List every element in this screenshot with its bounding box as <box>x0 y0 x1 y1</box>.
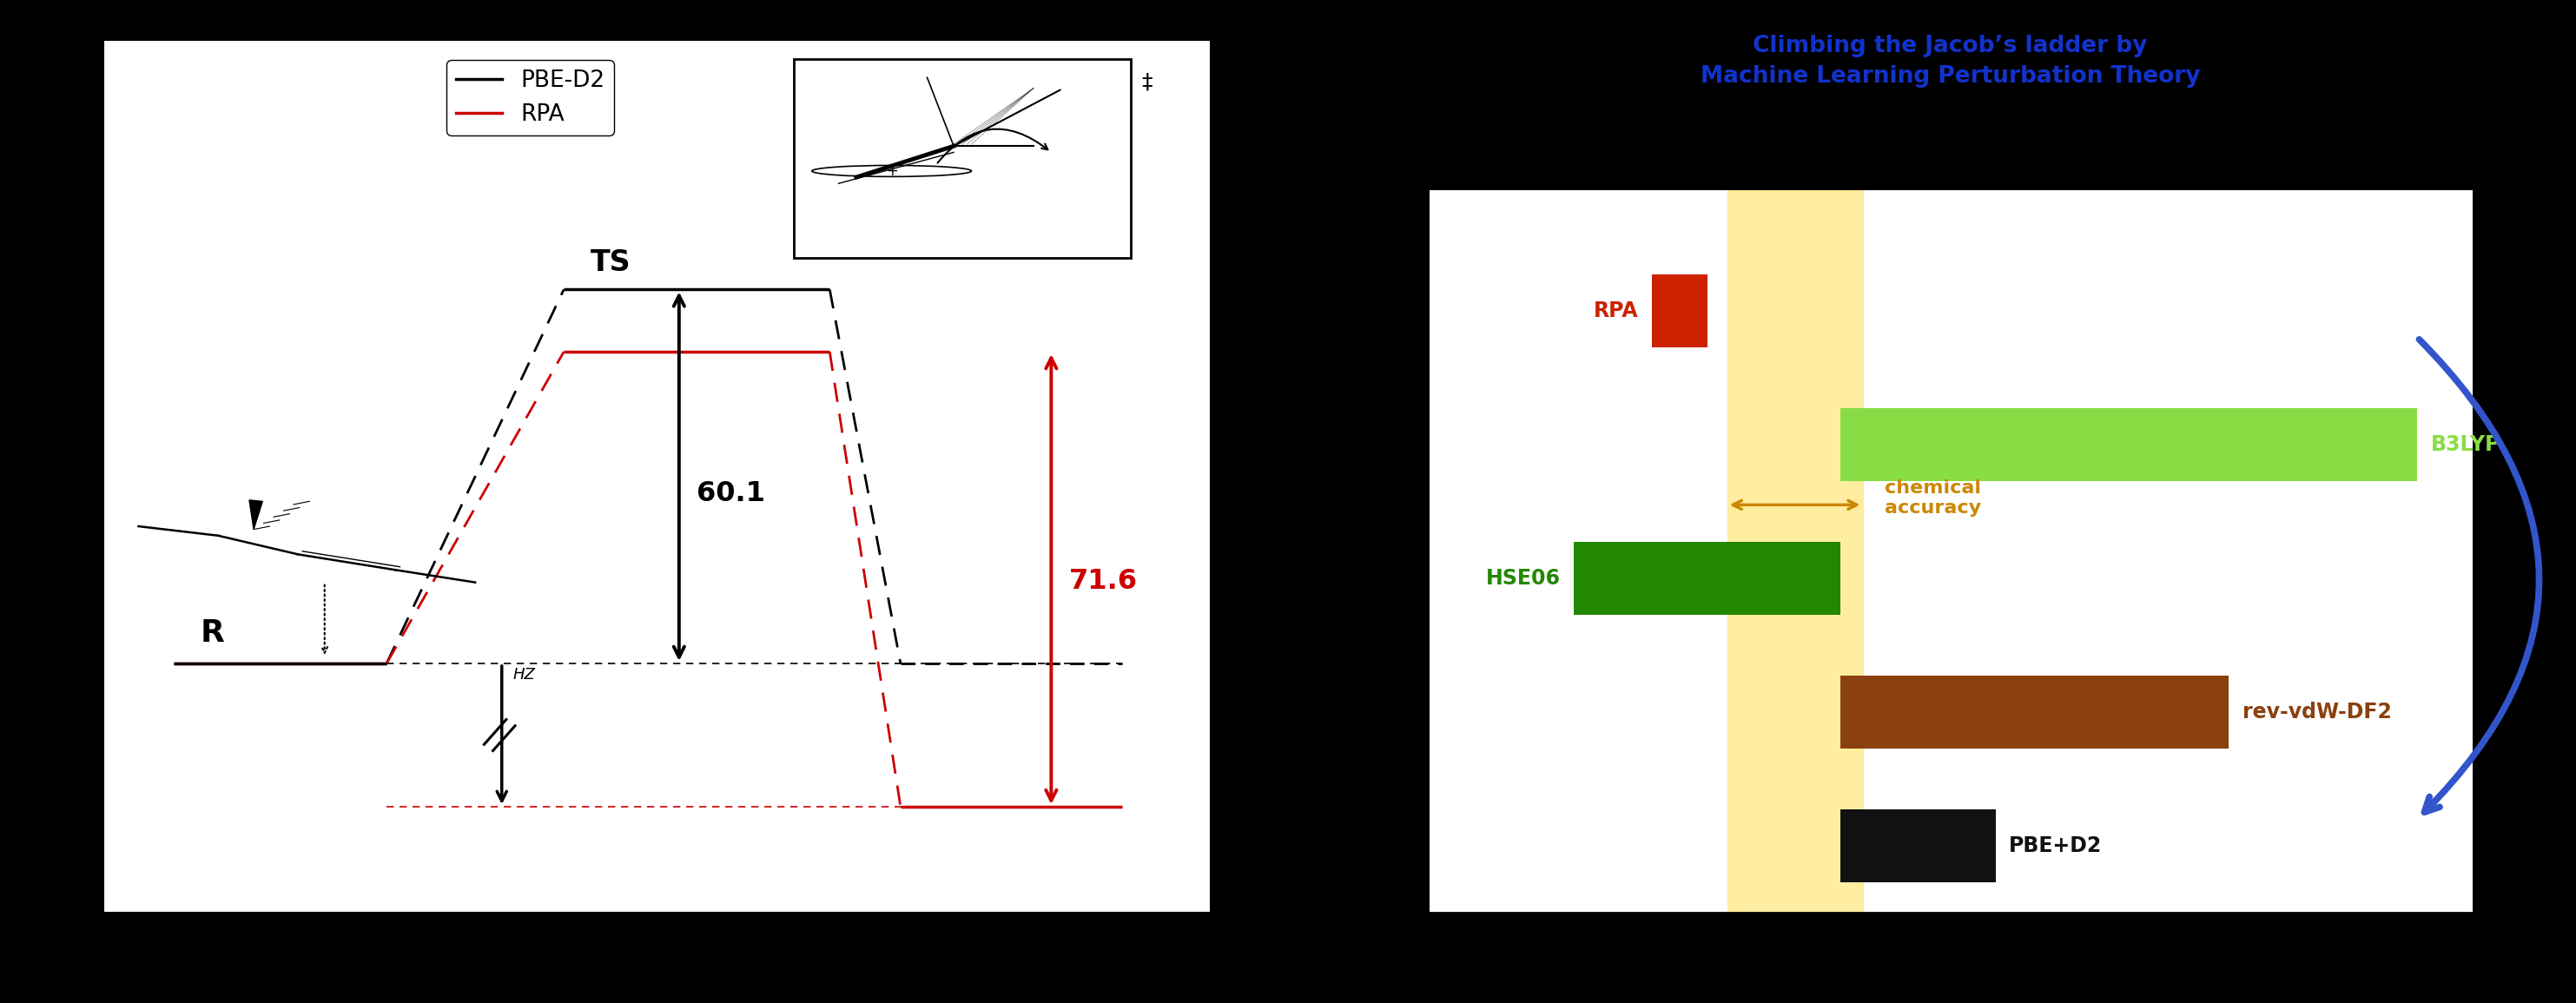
Text: RPA: RPA <box>1595 301 1638 321</box>
Text: +: + <box>886 163 896 179</box>
Text: chemical
accuracy: chemical accuracy <box>1886 479 1981 517</box>
Text: B3LYP: B3LYP <box>2432 434 2501 455</box>
X-axis label: $(\Delta A_{\mathrm{isom}} - \Delta A_{\mathrm{crack}})_{\mathrm{theo-exp}}$  $\: $(\Delta A_{\mathrm{isom}} - \Delta A_{\… <box>1775 951 2128 979</box>
Text: R: R <box>201 618 224 648</box>
Text: rev-vdW-DF2: rev-vdW-DF2 <box>2241 702 2391 722</box>
Bar <box>1574 542 1839 615</box>
Text: PBE+D2: PBE+D2 <box>2009 835 2102 857</box>
Bar <box>1839 675 2228 749</box>
Bar <box>1839 408 2416 481</box>
Bar <box>1726 191 1862 913</box>
Bar <box>793 59 1131 259</box>
Text: 71.6: 71.6 <box>1069 568 1139 595</box>
Text: 60.1: 60.1 <box>696 480 765 508</box>
Text: TS: TS <box>590 248 631 277</box>
Text: Climbing the Jacob’s ladder by
Machine Learning Perturbation Theory: Climbing the Jacob’s ladder by Machine L… <box>1700 35 2200 88</box>
Bar <box>1839 809 1996 883</box>
Polygon shape <box>250 500 263 530</box>
Legend: PBE-D2, RPA: PBE-D2, RPA <box>446 60 613 135</box>
Text: ‡: ‡ <box>1141 71 1151 92</box>
Y-axis label: ΔA (kJ/mol): ΔA (kJ/mol) <box>13 397 39 556</box>
FancyArrowPatch shape <box>938 129 1048 162</box>
Bar <box>1651 274 1708 348</box>
Text: HZ: HZ <box>513 667 536 682</box>
Text: HSE06: HSE06 <box>1486 568 1561 589</box>
